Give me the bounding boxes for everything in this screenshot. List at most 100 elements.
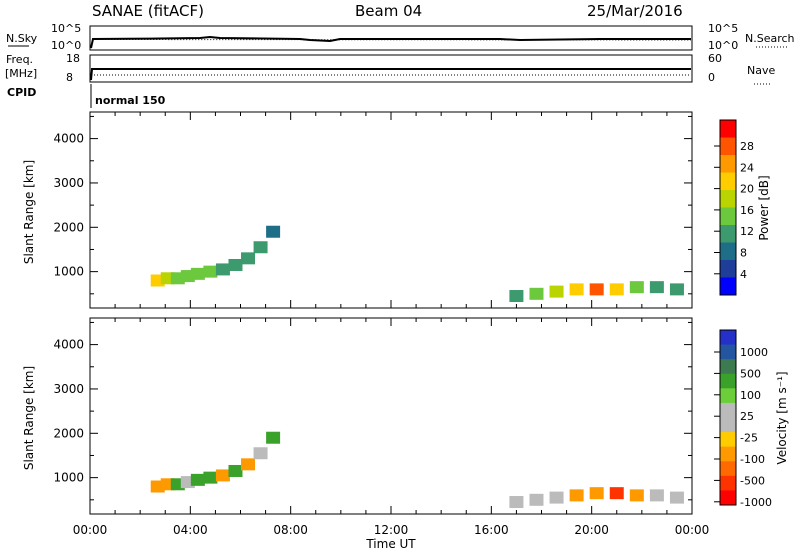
data-cell: [569, 283, 584, 296]
colorbar-cell: [720, 120, 736, 138]
colorbar-tick-label: 1000: [740, 346, 768, 359]
data-cell: [215, 469, 230, 482]
nsearch-tick-top: 10^5: [708, 22, 738, 35]
data-cell: [569, 489, 584, 502]
colorbar-tick-label: -100: [740, 453, 765, 466]
data-cell: [228, 258, 243, 271]
power-panel: 1000 2000 3000 4000 Slant Range [km]: [22, 111, 693, 309]
nave-tick-bottom: 0: [708, 71, 715, 84]
x-tick-label: 20:00: [574, 523, 609, 537]
cpid-value: normal 150: [95, 94, 166, 107]
power-ticks: 1000 2000 3000 4000: [53, 112, 693, 308]
colorbar-tick-label: 24: [740, 161, 754, 174]
y-tick-label: 2000: [53, 220, 84, 234]
power-colorbar-ticks: 28 24 20 16 12 8 4: [714, 140, 754, 281]
data-cell: [529, 287, 544, 300]
colorbar-cell: [720, 461, 736, 477]
nsky-tick-top: 10^5: [51, 22, 81, 35]
power-colorbar-frame: [719, 119, 737, 296]
freq-panel: Freq. [MHz] 18 8 60 0 Nave CPID normal 1…: [5, 52, 775, 108]
data-cell: [649, 489, 664, 502]
colorbar-cell: [720, 190, 736, 208]
colorbar-tick-label: 16: [740, 204, 754, 217]
freq-label: Freq.: [6, 53, 33, 66]
colorbar-cell: [720, 172, 736, 191]
nsky-label: N.Sky: [6, 32, 38, 45]
colorbar-cell: [720, 388, 736, 404]
y-tick-label: 4000: [53, 132, 84, 146]
data-cell: [629, 489, 644, 502]
freq-tick-top: 18: [66, 52, 80, 65]
colorbar-cell: [720, 446, 736, 462]
colorbar-tick-label: -1000: [740, 496, 772, 509]
colorbar-cell: [720, 242, 736, 261]
data-cell: [190, 473, 205, 486]
data-cell: [203, 265, 218, 278]
data-cell: [253, 447, 268, 460]
x-tick-label: 12:00: [374, 523, 409, 537]
power-colorbar: 28 24 20 16 12 8 4 Power [dB]: [714, 119, 771, 296]
colorbar-tick-label: 28: [740, 140, 754, 153]
nave-tick-top: 60: [708, 52, 722, 65]
data-cell: [190, 267, 205, 280]
data-cell: [266, 431, 281, 444]
data-cell: [266, 225, 281, 238]
data-cell: [241, 458, 256, 471]
velocity-ticks: 1000 2000 3000 4000: [53, 318, 693, 514]
power-ylabel: Slant Range [km]: [22, 160, 36, 264]
velocity-colorbar-ticks: 1000 500 100 25 -25 -100 -500 -1000: [714, 346, 772, 509]
colorbar-tick-label: 500: [740, 367, 761, 380]
colorbar-cell: [720, 490, 736, 506]
nsearch-trace: [90, 38, 692, 49]
y-tick-label: 2000: [53, 426, 84, 440]
data-cell: [629, 281, 644, 294]
colorbar-tick-label: -25: [740, 432, 758, 445]
data-cell: [609, 283, 624, 296]
data-cell: [509, 290, 524, 303]
nsky-trace: [90, 35, 691, 49]
colorbar-cell: [720, 402, 736, 418]
velocity-colorbar-frame: [719, 329, 737, 506]
colorbar-cell: [720, 330, 736, 346]
power-colorbar-label: Power [dB]: [757, 175, 771, 240]
data-cell: [589, 487, 604, 500]
data-cell: [253, 241, 268, 254]
data-cell: [509, 496, 524, 509]
cpid-label: CPID: [7, 86, 36, 99]
freq-tick-bottom: 8: [66, 71, 73, 84]
data-cell: [649, 281, 664, 294]
nsky-tick-bottom: 10^0: [51, 39, 81, 52]
x-tick-label: 16:00: [474, 523, 509, 537]
x-axis-ticks: 00:00 04:00 08:00 12:00 16:00 20:00 00:00: [73, 523, 710, 537]
y-tick-label: 3000: [53, 382, 84, 396]
data-cell: [228, 464, 243, 477]
station-title: SANAE (fitACF): [92, 2, 204, 20]
data-cell: [669, 491, 684, 504]
colorbar-cell: [720, 277, 736, 296]
data-cell: [203, 471, 218, 484]
power-colorbar-cells: [720, 120, 736, 296]
x-axis-label: Time UT: [365, 537, 416, 551]
y-tick-label: 4000: [53, 338, 84, 352]
nsearch-label: N.Search: [745, 32, 795, 45]
colorbar-tick-label: 20: [740, 183, 754, 196]
x-tick-label: 00:00: [73, 523, 108, 537]
colorbar-cell: [720, 225, 736, 243]
nsky-panel: N.Sky 10^5 10^0 10^5 10^0 N.Search: [6, 22, 795, 52]
colorbar-tick-label: 8: [740, 247, 747, 260]
data-cell: [529, 493, 544, 506]
colorbar-cell: [720, 344, 736, 360]
data-cell: [589, 283, 604, 296]
velocity-panel: 1000 2000 3000 4000 Slant Range [km]: [22, 317, 693, 515]
y-tick-label: 1000: [53, 265, 84, 279]
nsky-frame: [89, 25, 693, 51]
nsearch-tick-bottom: 10^0: [708, 39, 738, 52]
velocity-colorbar-label: Velocity [m s⁻¹]: [775, 371, 789, 464]
data-cell: [215, 263, 230, 276]
x-tick-label: 04:00: [173, 523, 208, 537]
beam-title: Beam 04: [355, 2, 422, 20]
velocity-marks: [150, 431, 684, 509]
colorbar-tick-label: 4: [740, 268, 747, 281]
power-marks: [150, 225, 684, 303]
date-title: 25/Mar/2016: [587, 2, 683, 20]
